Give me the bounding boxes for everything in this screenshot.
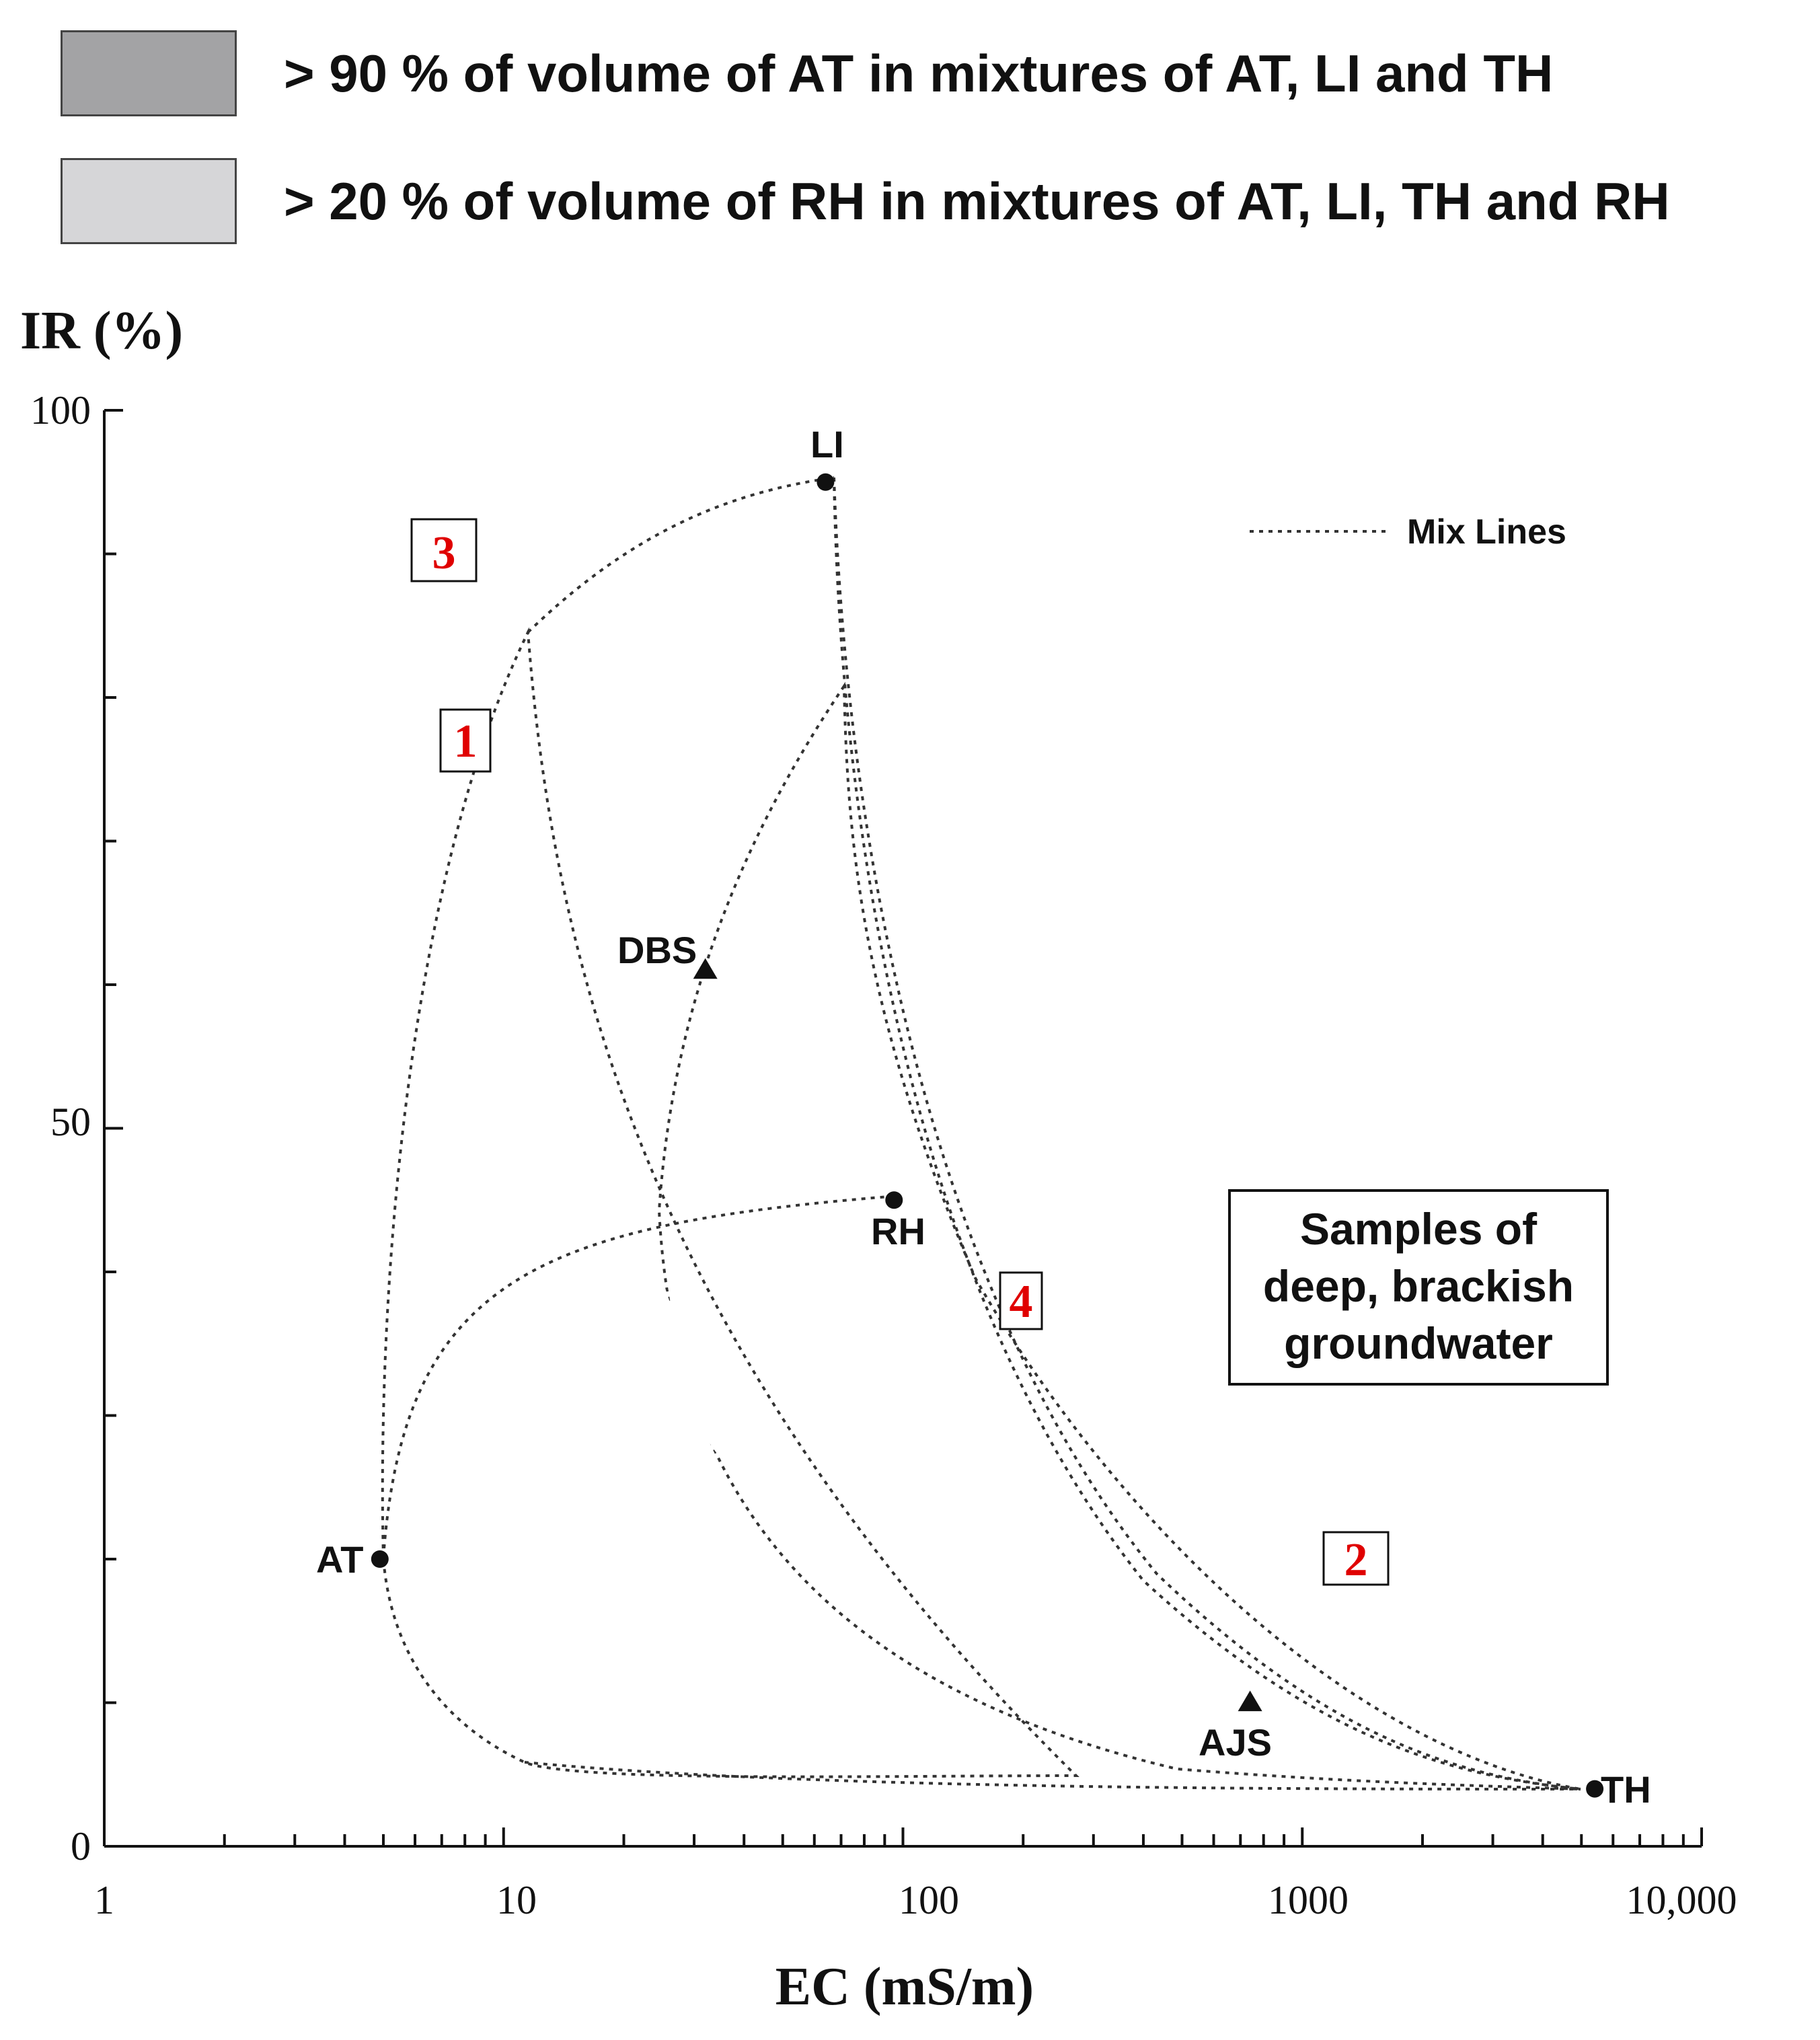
sample-points xyxy=(693,958,1262,1712)
y-tick-label-100: 100 xyxy=(30,388,91,432)
region-at-dominant xyxy=(381,627,1079,1778)
region-gap xyxy=(599,1217,1076,1722)
region-rh-dominant xyxy=(657,681,1581,1790)
point-label-at: AT xyxy=(316,1538,364,1581)
zone-label-3: 3 xyxy=(432,527,456,579)
point-label-li: LI xyxy=(810,423,844,465)
point-label-th: TH xyxy=(1601,1768,1651,1811)
zone-box-1 xyxy=(439,708,492,773)
mix-line-li-th-2 xyxy=(833,477,1581,1790)
y-ticks xyxy=(104,409,123,1848)
legend-item-rh: > 20 % of volume of RH in mixtures of AT… xyxy=(61,158,1670,244)
sample-label-ajs: AJS xyxy=(1199,1721,1272,1764)
zone-box-3 xyxy=(410,518,478,582)
x-tick-label-100: 100 xyxy=(899,1878,959,1922)
x-ticks xyxy=(103,1827,1703,1846)
x-axis-title: EC (mS/m) xyxy=(775,1957,1034,2016)
legend-swatch-light xyxy=(61,158,237,244)
samples-annotation-line-3: groundwater xyxy=(1284,1318,1553,1368)
mix-line-at-li xyxy=(527,476,835,634)
mix-lines-legend-label: Mix Lines xyxy=(1407,513,1566,552)
legend-label-rh: > 20 % of volume of RH in mixtures of AT… xyxy=(284,171,1670,231)
mix-line-li-th xyxy=(833,477,1581,1790)
x-tick-label-10000: 10,000 xyxy=(1626,1878,1737,1922)
zone-label-4: 4 xyxy=(1010,1276,1033,1328)
zone-label-1: 1 xyxy=(454,716,478,767)
samples-annotation-line-2: deep, brackish xyxy=(1263,1261,1574,1311)
y-tick-label-0: 0 xyxy=(71,1824,91,1868)
sample-label-dbs: DBS xyxy=(617,929,697,971)
zone-box-4 xyxy=(999,1271,1043,1330)
y-axis-title: IR (%) xyxy=(20,301,183,361)
zone-label-2: 2 xyxy=(1344,1534,1368,1586)
end-member-point-th xyxy=(1586,1780,1604,1798)
legend-label-at: > 90 % of volume of AT in mixtures of AT… xyxy=(284,43,1554,103)
sample-point-dbs xyxy=(693,958,718,979)
point-label-rh: RH xyxy=(871,1210,925,1252)
samples-annotation-line-1: Samples of xyxy=(1300,1204,1538,1254)
y-tick-label-50: 50 xyxy=(50,1100,91,1144)
sample-point-ajs xyxy=(1238,1690,1262,1712)
samples-annotation-box xyxy=(1228,1189,1609,1386)
mix-line-at-th xyxy=(524,1761,1581,1790)
legend-swatch-dark xyxy=(61,30,237,116)
x-tick-label-1: 1 xyxy=(94,1878,114,1922)
end-member-point-li xyxy=(817,473,835,491)
legend-item-at: > 90 % of volume of AT in mixtures of AT… xyxy=(61,30,1553,116)
x-tick-label-1000: 1000 xyxy=(1268,1878,1349,1922)
end-member-point-rh xyxy=(885,1191,903,1209)
x-tick-label-10: 10 xyxy=(496,1878,537,1922)
end-member-points xyxy=(371,473,1604,1798)
zone-box-2 xyxy=(1322,1531,1390,1586)
end-member-point-at xyxy=(371,1550,389,1568)
